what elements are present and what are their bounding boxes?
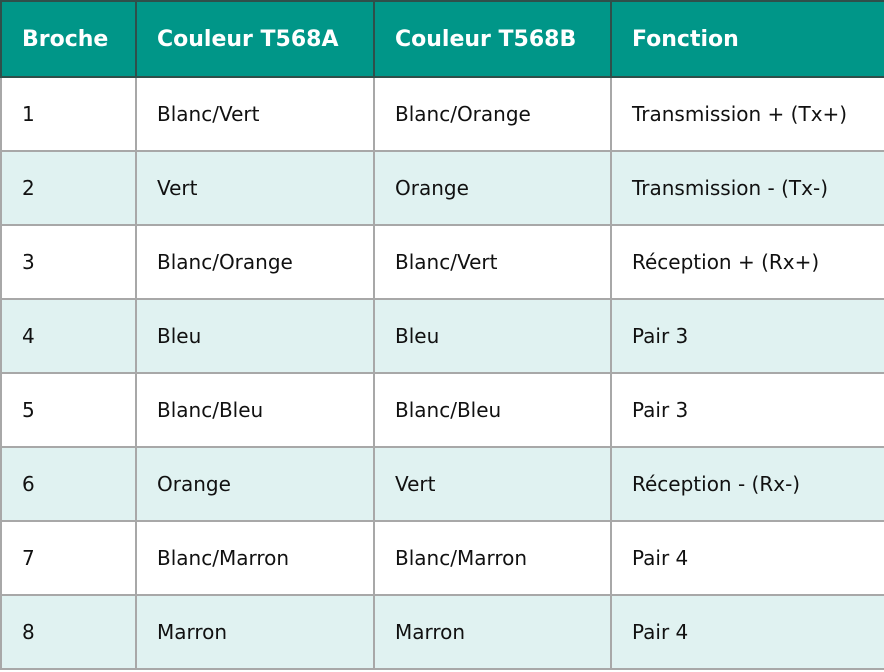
table-cell: Transmission + (Tx+): [610, 76, 884, 152]
table-cell: Pair 3: [610, 298, 884, 374]
table-cell: Blanc/Vert: [135, 76, 375, 152]
table-cell: Bleu: [373, 298, 612, 374]
table-cell: Blanc/Marron: [373, 520, 612, 596]
table-cell: Blanc/Marron: [135, 520, 375, 596]
column-header: Fonction: [610, 0, 884, 78]
table-cell: Réception + (Rx+): [610, 224, 884, 300]
table-cell: 6: [0, 446, 137, 522]
table-cell: 2: [0, 150, 137, 226]
table-cell: Bleu: [135, 298, 375, 374]
table-cell: Vert: [373, 446, 612, 522]
table-row: 2 Vert Orange Transmission - (Tx-): [0, 150, 884, 226]
table-cell: 1: [0, 76, 137, 152]
table-row: 5 Blanc/Bleu Blanc/Bleu Pair 3: [0, 372, 884, 448]
table-cell: 8: [0, 594, 137, 670]
table-cell: Pair 4: [610, 520, 884, 596]
table-cell: 3: [0, 224, 137, 300]
table-cell: Blanc/Orange: [135, 224, 375, 300]
table-cell: Vert: [135, 150, 375, 226]
column-header: Couleur T568A: [135, 0, 375, 78]
column-header: Broche: [0, 0, 137, 78]
table-cell: Marron: [373, 594, 612, 670]
header-row: Broche Couleur T568A Couleur T568B Fonction: [0, 0, 884, 78]
table-row: 1 Blanc/Vert Blanc/Orange Transmission + (T…: [0, 76, 884, 152]
table-cell: Blanc/Bleu: [135, 372, 375, 448]
table-cell: Marron: [135, 594, 375, 670]
table-cell: 7: [0, 520, 137, 596]
table-cell: 4: [0, 298, 137, 374]
table-cell: Blanc/Orange: [373, 76, 612, 152]
table-cell: Pair 4: [610, 594, 884, 670]
table-row: 6 Orange Vert Réception - (Rx-): [0, 446, 884, 522]
table-row: 7 Blanc/Marron Blanc/Marron Pair 4: [0, 520, 884, 596]
table-cell: Orange: [135, 446, 375, 522]
table-cell: Pair 3: [610, 372, 884, 448]
table-row: 8 Marron Marron Pair 4: [0, 594, 884, 670]
table-cell: 5: [0, 372, 137, 448]
table-cell: Transmission - (Tx-): [610, 150, 884, 226]
table-cell: Orange: [373, 150, 612, 226]
table-cell: Blanc/Bleu: [373, 372, 612, 448]
table-row: 3 Blanc/Orange Blanc/Vert Réception + (Rx+): [0, 224, 884, 300]
table-cell: Blanc/Vert: [373, 224, 612, 300]
table-row: 4 Bleu Bleu Pair 3: [0, 298, 884, 374]
column-header: Couleur T568B: [373, 0, 612, 78]
table-cell: Réception - (Rx-): [610, 446, 884, 522]
